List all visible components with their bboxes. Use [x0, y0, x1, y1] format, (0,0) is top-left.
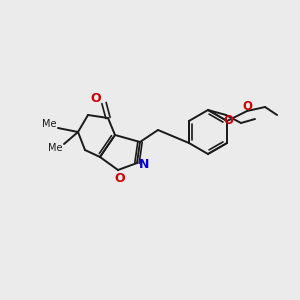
- Text: O: O: [115, 172, 125, 184]
- Text: O: O: [91, 92, 101, 106]
- Text: Me: Me: [42, 119, 56, 129]
- Text: O: O: [223, 113, 233, 127]
- Text: O: O: [242, 100, 252, 112]
- Text: Me: Me: [48, 143, 62, 153]
- Text: N: N: [139, 158, 149, 172]
